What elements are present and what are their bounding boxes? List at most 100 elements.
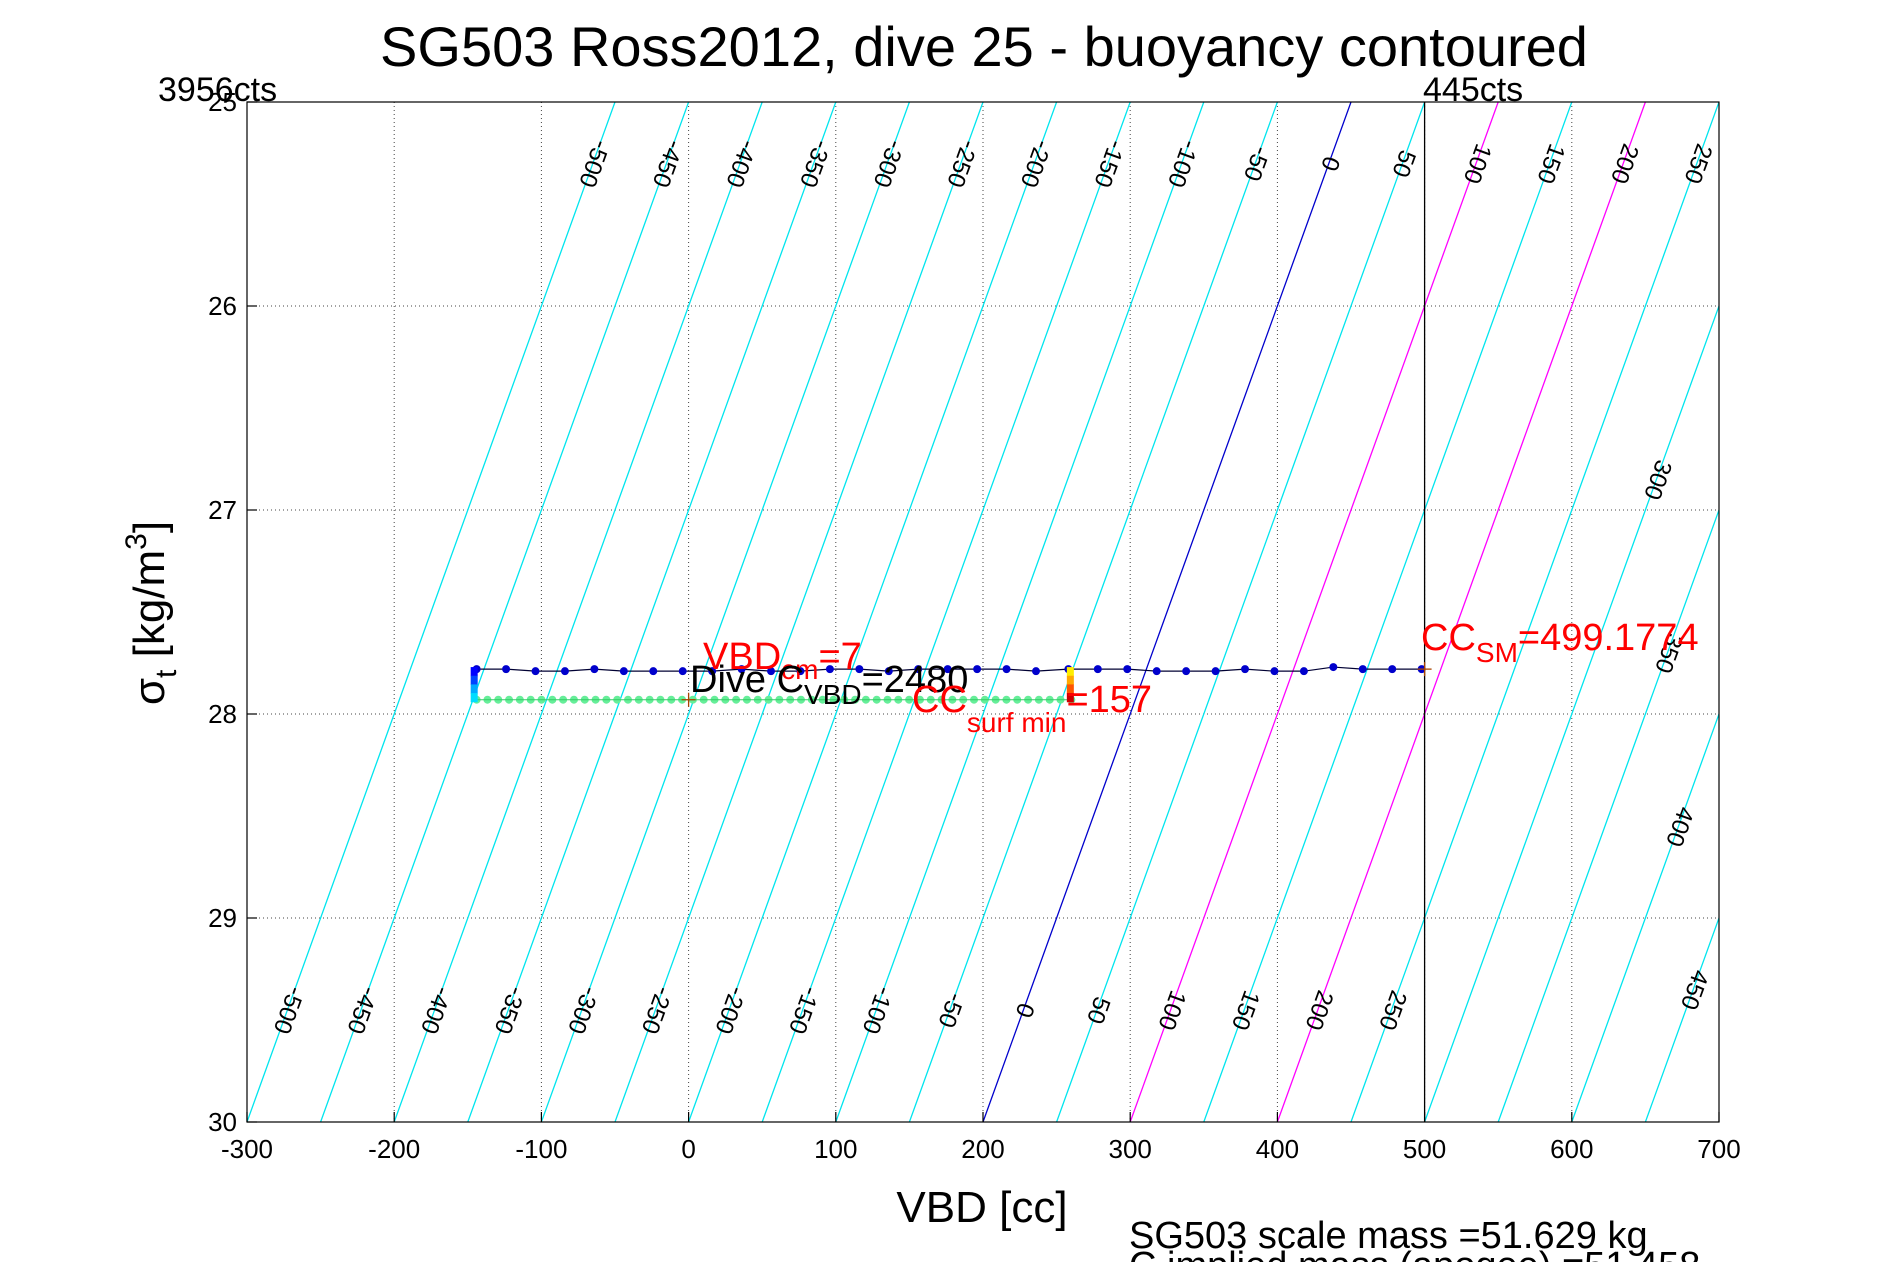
dive-point xyxy=(708,667,717,676)
grid-lines xyxy=(247,102,1719,1122)
dive-point xyxy=(1182,667,1191,676)
footer-implied-mass: C implied mass (apogee) =51.458 xyxy=(1129,1245,1700,1262)
contour-line xyxy=(982,102,1352,1122)
contour-label-top: -250 xyxy=(941,136,983,190)
edge-bar-segment xyxy=(470,693,478,703)
chart-title: SG503 Ross2012, dive 25 - buoyancy conto… xyxy=(380,15,1588,78)
contour-line xyxy=(393,102,763,1122)
edge-bar-segment xyxy=(470,667,478,677)
edge-bar-segment xyxy=(1066,684,1074,694)
contour-label-top: 100 xyxy=(1458,140,1497,187)
dive-point xyxy=(855,665,864,674)
x-tick-label: 200 xyxy=(961,1134,1004,1164)
contour-line xyxy=(1055,102,1426,1122)
x-tick-label: 500 xyxy=(1403,1134,1446,1164)
contour-line xyxy=(687,102,1058,1122)
x-tick-label: -200 xyxy=(368,1134,420,1164)
contour-label-top: -50 xyxy=(1238,143,1275,185)
annotation-cc-surf-min: CCsurf min=157 xyxy=(912,679,1152,738)
dive-point xyxy=(767,667,776,676)
contour-line xyxy=(614,102,984,1122)
contour-label-bottom: -250 xyxy=(636,983,678,1037)
contour-line xyxy=(319,102,690,1122)
dive-point xyxy=(1329,663,1338,672)
contour-line xyxy=(467,102,837,1122)
contour-label-top: -150 xyxy=(1088,136,1130,190)
buoyancy-contours xyxy=(247,102,1891,1122)
edge-bar-segment xyxy=(1066,675,1074,685)
dive-point xyxy=(531,667,540,676)
contour-label-top: 0 xyxy=(1315,153,1345,175)
dive-series xyxy=(470,662,1432,707)
contour-line xyxy=(1350,102,1719,1122)
y-tick-label: 26 xyxy=(208,291,237,321)
dive-point xyxy=(973,665,982,674)
edge-bar-segment xyxy=(470,684,478,694)
y-tick-label: 29 xyxy=(208,903,237,933)
dive-point xyxy=(1241,665,1250,674)
dive-point xyxy=(590,665,599,674)
contour-label-right: 300 xyxy=(1638,456,1677,503)
dive-point xyxy=(1358,665,1367,674)
contour-line xyxy=(1866,102,1891,1122)
contour-line xyxy=(1644,916,1719,1122)
dive-point xyxy=(737,665,746,674)
contour-label-top: -500 xyxy=(573,136,615,190)
y-axis-label: σt [kg/m3] xyxy=(120,521,183,705)
contour-line xyxy=(540,102,911,1122)
contour-label-bottom: -300 xyxy=(562,983,604,1037)
y-tick-label: 28 xyxy=(208,699,237,729)
edge-bar-segment xyxy=(470,675,478,685)
contour-label-bottom: -450 xyxy=(341,983,383,1037)
x-tick-label: 100 xyxy=(814,1134,857,1164)
contour-line xyxy=(1423,304,1719,1122)
contour-label-top: -450 xyxy=(647,136,689,190)
edge-bar-segment xyxy=(1066,693,1074,703)
dive-point xyxy=(1211,667,1220,676)
contour-label-bottom: -350 xyxy=(489,983,531,1037)
contour-line xyxy=(1497,508,1719,1122)
contour-label-bottom: 200 xyxy=(1299,987,1338,1034)
contour-label-top: 150 xyxy=(1531,140,1570,187)
contour-line xyxy=(1571,712,1719,1122)
dive-point xyxy=(914,665,923,674)
contour-label-top: 200 xyxy=(1605,140,1644,187)
y-tick-label: 30 xyxy=(208,1107,237,1137)
contour-label-bottom: -200 xyxy=(709,983,751,1037)
contour-line xyxy=(835,102,1205,1122)
y-tick-label: 27 xyxy=(208,495,237,525)
contour-line xyxy=(1718,1120,1719,1122)
corner-label-left: 3956cts xyxy=(158,71,277,109)
contour-label-right: 450 xyxy=(1675,966,1714,1013)
contour-label-bottom: -50 xyxy=(932,989,969,1031)
dive-point xyxy=(1388,665,1397,674)
contour-label-top: 250 xyxy=(1679,140,1718,187)
dive-point xyxy=(502,665,511,674)
dive-point xyxy=(796,667,805,676)
contour-label-bottom: -400 xyxy=(415,983,457,1037)
contour-line xyxy=(908,102,1279,1122)
dive-point xyxy=(1002,665,1011,674)
contour-label-top: 50 xyxy=(1386,146,1420,180)
contour-label-bottom: 100 xyxy=(1152,987,1191,1034)
dive-point xyxy=(1152,667,1161,676)
contour-line xyxy=(1129,102,1499,1122)
dive-point xyxy=(560,667,569,676)
contour-line xyxy=(761,102,1131,1122)
x-tick-label: 400 xyxy=(1256,1134,1299,1164)
x-axis-ticks: -300 -200 -100 0 100 200 300 400 500 600 700 xyxy=(221,1112,1741,1164)
x-tick-label: 600 xyxy=(1550,1134,1593,1164)
x-tick-label: -300 xyxy=(221,1134,273,1164)
dive-point xyxy=(1123,665,1132,674)
dive-point xyxy=(1031,667,1040,676)
x-tick-label: 700 xyxy=(1697,1134,1740,1164)
contour-label-bottom: -500 xyxy=(268,983,310,1037)
contour-label-bottom: -150 xyxy=(783,983,825,1037)
dive-point xyxy=(943,665,952,674)
contour-line xyxy=(1203,102,1573,1122)
contour-label-bottom: 0 xyxy=(1010,999,1040,1021)
dive-point xyxy=(1093,665,1102,674)
x-tick-label: 300 xyxy=(1109,1134,1152,1164)
y-axis-ticks: 25 26 27 28 29 30 xyxy=(208,87,257,1137)
